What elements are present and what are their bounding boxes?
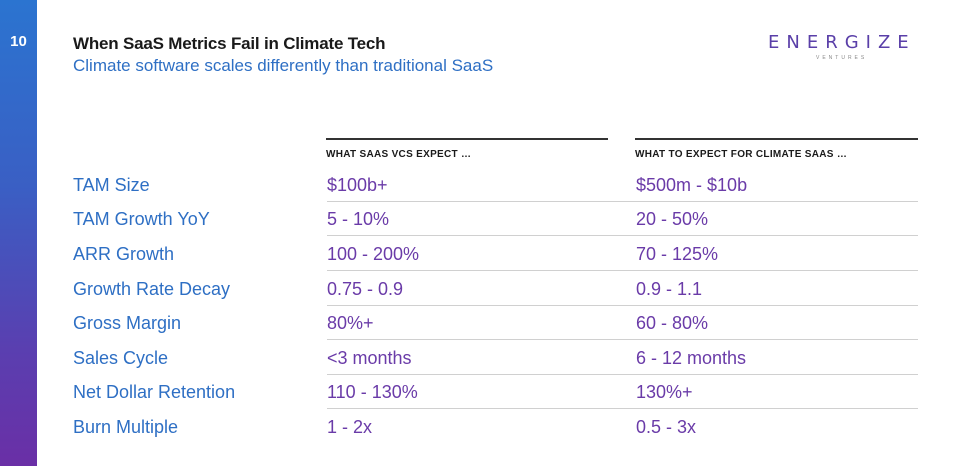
table-row: Sales Cycle <3 months 6 - 12 months <box>73 341 918 375</box>
climate-value: 70 - 125% <box>636 244 719 264</box>
climate-value: 0.5 - 3x <box>636 417 697 437</box>
metric-label: ARR Growth <box>73 244 175 264</box>
climate-value: 60 - 80% <box>636 313 709 333</box>
table-row: TAM Size $100b+ $500m - $10b <box>73 168 918 202</box>
saas-value: 5 - 10% <box>327 209 390 229</box>
climate-value: 130%+ <box>636 382 693 402</box>
column-header-climate-label: WHAT TO EXPECT FOR CLIMATE SAAS … <box>635 149 848 160</box>
row-divider <box>327 339 918 340</box>
saas-value: $100b+ <box>327 175 388 195</box>
saas-value: 110 - 130% <box>327 382 418 402</box>
metric-label: Net Dollar Retention <box>73 382 236 402</box>
climate-value: 6 - 12 months <box>636 348 747 368</box>
logo-subtext: VENTURES <box>816 55 868 61</box>
row-divider <box>327 270 918 271</box>
page-number: 10 <box>10 33 27 50</box>
row-divider <box>327 408 918 409</box>
table-row: Burn Multiple 1 - 2x 0.5 - 3x <box>73 410 918 444</box>
table-row: Growth Rate Decay 0.75 - 0.9 0.9 - 1.1 <box>73 272 918 306</box>
left-accent-bar <box>0 0 37 466</box>
row-divider <box>327 235 918 236</box>
climate-value: 20 - 50% <box>636 209 709 229</box>
saas-value: 0.75 - 0.9 <box>327 279 404 299</box>
climate-value: $500m - $10b <box>636 175 748 195</box>
saas-value: 1 - 2x <box>327 417 373 437</box>
metric-label: TAM Size <box>73 175 150 195</box>
metric-label: Sales Cycle <box>73 348 169 368</box>
column-header-climate: WHAT TO EXPECT FOR CLIMATE SAAS … <box>635 138 918 173</box>
table-row: ARR Growth 100 - 200% 70 - 125% <box>73 237 918 271</box>
saas-value: <3 months <box>327 348 412 368</box>
table-row: Gross Margin 80%+ 60 - 80% <box>73 306 918 340</box>
energize-logo: ENERGIZE VENTURES <box>768 32 923 64</box>
metric-label: Burn Multiple <box>73 417 179 437</box>
row-divider <box>327 201 918 202</box>
metric-label: TAM Growth YoY <box>73 209 210 229</box>
row-divider <box>327 374 918 375</box>
slide-subtitle: Climate software scales differently than… <box>73 56 494 75</box>
metric-label: Growth Rate Decay <box>73 279 231 299</box>
logo-word: ENERGIZE <box>768 32 916 53</box>
slide-title: When SaaS Metrics Fail in Climate Tech <box>73 34 386 53</box>
climate-value: 0.9 - 1.1 <box>636 279 703 299</box>
row-divider <box>327 305 918 306</box>
saas-value: 100 - 200% <box>327 244 420 264</box>
table-row: TAM Growth YoY 5 - 10% 20 - 50% <box>73 202 918 236</box>
column-header-saas-label: WHAT SAAS VCS EXPECT … <box>326 149 472 160</box>
saas-value: 80%+ <box>327 313 374 333</box>
table-row: Net Dollar Retention 110 - 130% 130%+ <box>73 375 918 409</box>
column-header-saas: WHAT SAAS VCS EXPECT … <box>326 138 608 173</box>
metric-label: Gross Margin <box>73 313 182 333</box>
